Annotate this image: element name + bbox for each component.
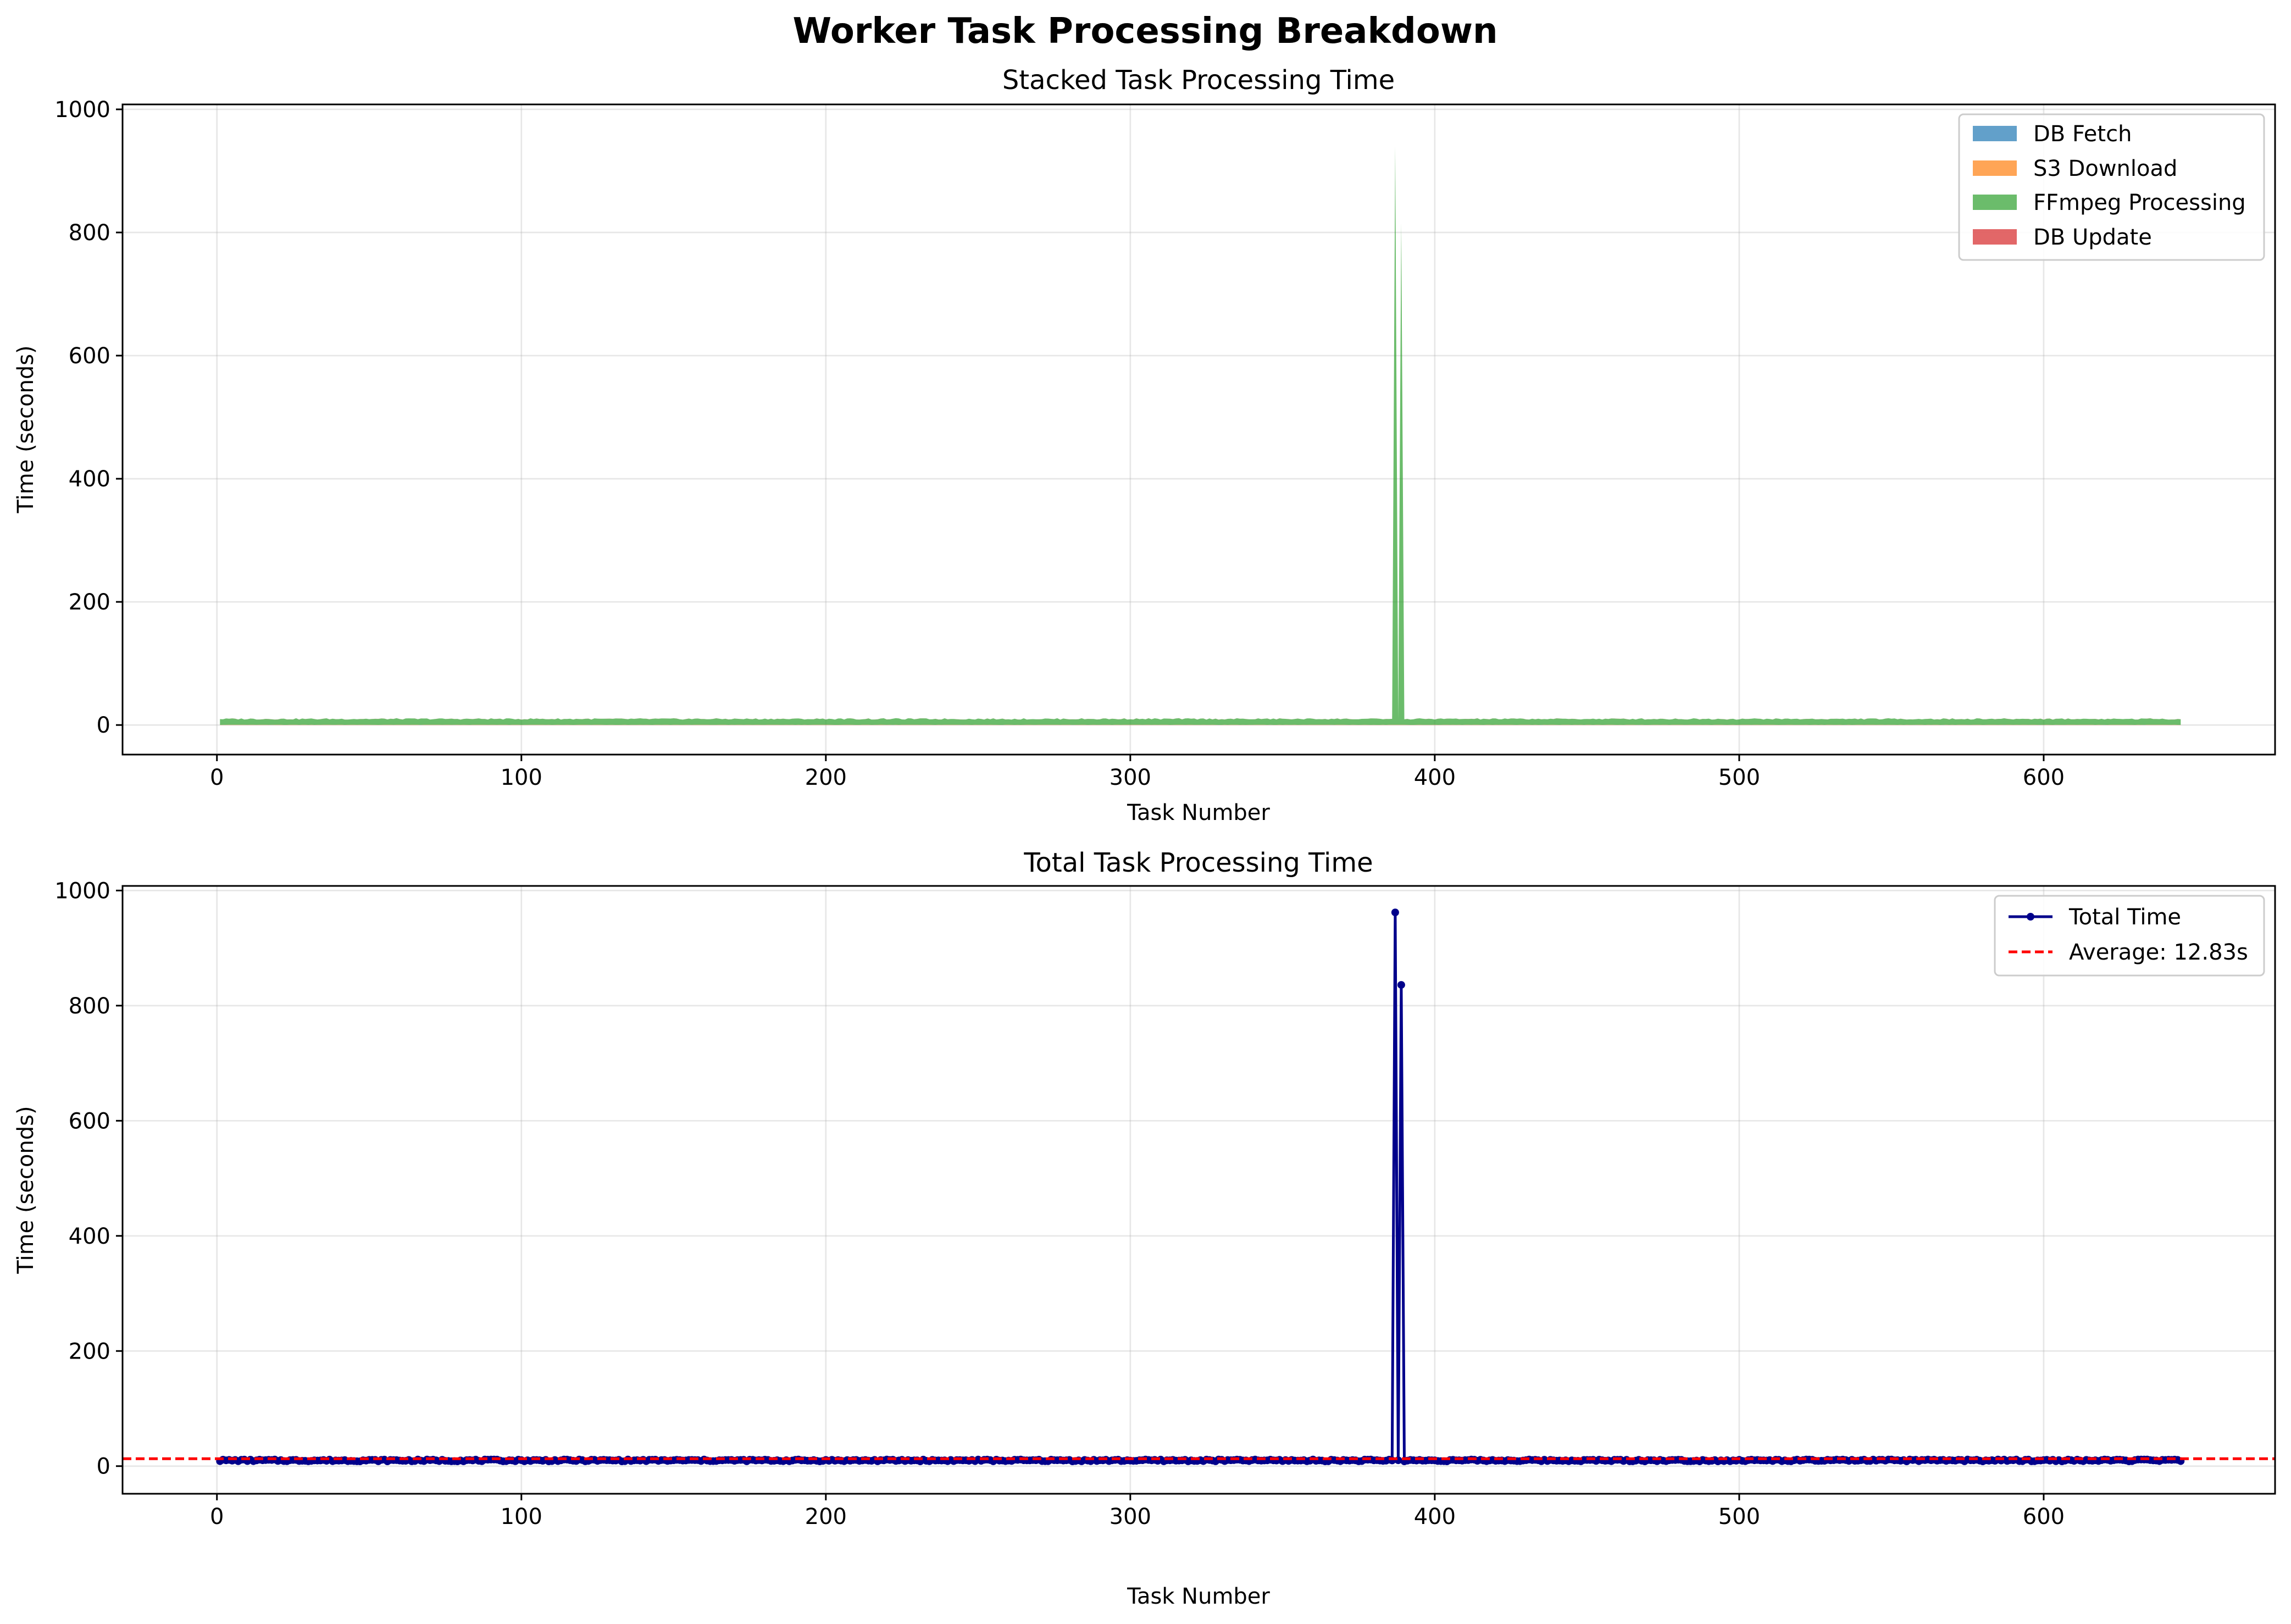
x-tick-label: 100 — [501, 765, 542, 790]
y-axis-label: Time (seconds) — [13, 345, 38, 513]
x-tick-label: 600 — [2023, 1504, 2065, 1529]
x-tick-label: 400 — [1414, 1504, 1456, 1529]
total-time-line-chart: Total Task Processing Time 0 100 200 300 400… — [13, 847, 2276, 1609]
stacked-area-chart: Stacked Task Processing Time 0 100 200 300 4… — [13, 65, 2276, 825]
legend-swatch-db-update — [1973, 229, 2017, 245]
plot-area — [121, 885, 2276, 1495]
y-tick-label: 600 — [69, 1108, 110, 1134]
y-tick-label: 800 — [69, 994, 110, 1019]
legend-marker-total-time — [2027, 913, 2034, 921]
chart-title: Total Task Processing Time — [1023, 847, 1373, 878]
legend: Total Time Average: 12.83s — [1994, 895, 2265, 977]
x-tick-label: 0 — [210, 1504, 224, 1529]
legend: DB Fetch S3 Download FFmpeg Processing D… — [1958, 113, 2265, 261]
x-tick-label: 400 — [1414, 765, 1456, 790]
y-tick-label: 1000 — [54, 97, 110, 123]
data-point — [1391, 908, 1399, 917]
legend-swatch-s3-download — [1973, 160, 2017, 176]
legend-label-total-time: Total Time — [2068, 905, 2181, 930]
legend-label-ffmpeg-processing: FFmpeg Processing — [2033, 190, 2246, 215]
y-tick-label: 1000 — [54, 878, 110, 904]
x-tick-label: 200 — [805, 765, 847, 790]
y-tick-label: 200 — [69, 590, 110, 615]
chart-title: Stacked Task Processing Time — [1002, 65, 1395, 96]
y-tick-label: 400 — [69, 1224, 110, 1249]
legend-label-db-update: DB Update — [2033, 225, 2152, 250]
legend-label-db-fetch: DB Fetch — [2033, 121, 2132, 147]
x-tick-label: 0 — [210, 765, 224, 790]
y-tick-label: 0 — [97, 713, 110, 738]
x-axis-label: Task Number — [1127, 800, 1270, 825]
x-tick-label: 600 — [2023, 765, 2065, 790]
y-tick-label: 400 — [69, 467, 110, 492]
x-tick-label: 500 — [1718, 765, 1760, 790]
x-tick-label: 100 — [501, 1504, 542, 1529]
y-tick-label: 600 — [69, 343, 110, 369]
x-tick-label: 300 — [1110, 1504, 1151, 1529]
legend-swatch-db-fetch — [1973, 126, 2017, 141]
data-point — [1397, 981, 1405, 989]
y-tick-label: 200 — [69, 1339, 110, 1364]
x-axis-label: Task Number — [1127, 1584, 1270, 1609]
x-tick-label: 300 — [1110, 765, 1151, 790]
y-axis-label: Time (seconds) — [13, 1106, 38, 1274]
legend-label-average: Average: 12.83s — [2069, 940, 2248, 965]
plot-area — [121, 103, 2276, 756]
y-tick-label: 0 — [97, 1454, 110, 1479]
figure-title: Worker Task Processing Breakdown — [793, 11, 1498, 52]
x-tick-label: 200 — [805, 1504, 847, 1529]
legend-swatch-ffmpeg-processing — [1973, 195, 2017, 210]
y-tick-label: 800 — [69, 220, 110, 246]
x-tick-label: 500 — [1718, 1504, 1760, 1529]
legend-label-s3-download: S3 Download — [2033, 156, 2177, 181]
